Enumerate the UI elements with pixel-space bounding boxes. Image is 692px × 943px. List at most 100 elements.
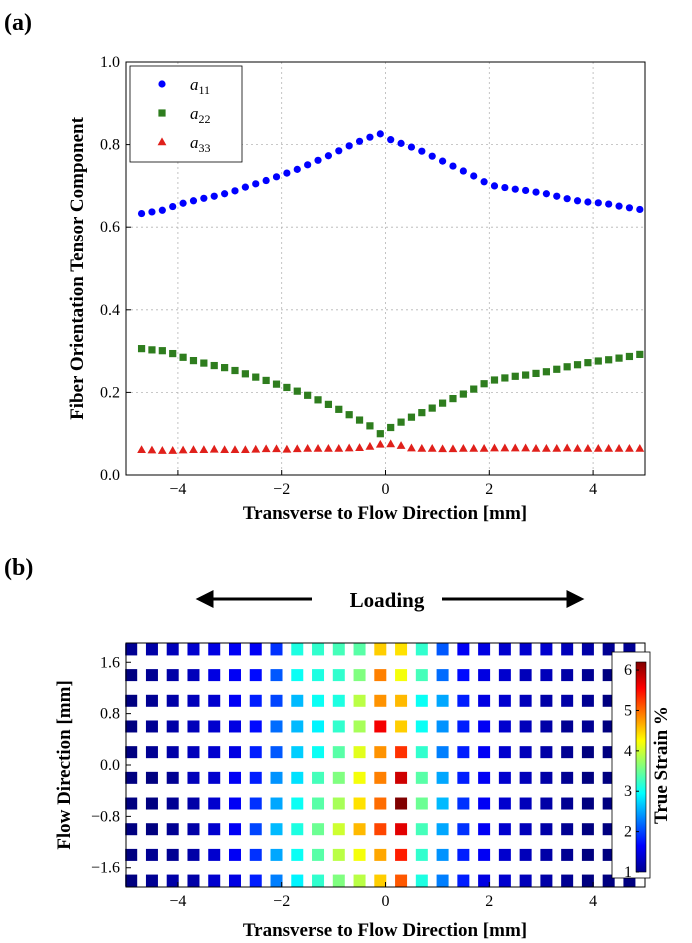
data-point-a11 [615,202,623,210]
data-point-a22 [407,413,416,421]
data-point-a11 [573,197,582,205]
strain-cell [166,720,179,733]
y-tick-label: 1.0 [100,54,120,71]
data-point-a11 [594,199,602,207]
data-point-a22 [189,356,198,365]
data-point-a33 [593,443,603,452]
data-point-a33 [282,444,292,453]
strain-cell [270,720,283,733]
strain-cell [457,848,470,861]
strain-cell [291,720,304,733]
strain-cell [415,771,428,784]
strain-cell [353,643,366,656]
strain-cell [498,669,511,682]
data-point-a22 [397,418,405,426]
strain-cell [561,797,574,810]
strain-cell [457,643,470,656]
strain-cell [145,720,158,733]
y-tick-label: −1.6 [91,860,120,877]
strain-cell [436,874,449,887]
strain-cell [270,848,283,861]
strain-cell [208,746,221,759]
data-point-a11 [252,180,260,188]
strain-cell [332,823,345,836]
data-point-a33 [614,443,624,452]
x-tick-label: 0 [382,893,390,910]
strain-cell [498,746,511,759]
strain-cell [457,874,470,887]
strain-cell [415,720,428,733]
strain-cell [125,746,138,759]
strain-cell [208,797,221,810]
data-point-a11 [625,204,634,212]
data-point-a33 [199,445,209,454]
y-axis-label: Fiber Orientation Tensor Component [67,116,88,419]
data-point-a11 [241,183,249,191]
strain-cell [478,797,491,810]
strain-cell [312,643,325,656]
data-point-a33 [521,443,531,452]
y-tick-label: 0.8 [100,137,120,154]
strain-cell [561,823,574,836]
x-axis-label: Transverse to Flow Direction [mm] [243,920,527,941]
y-axis-label: Flow Direction [mm] [54,680,75,850]
data-point-a33 [396,441,406,449]
strain-cell [415,746,428,759]
strain-cell [395,874,408,887]
strain-cell [374,823,387,836]
colorbar: 1 2 3 4 5 6 [611,651,651,881]
data-point-a11 [428,152,436,160]
strain-cell [228,720,241,733]
strain-cell [291,643,304,656]
data-point-a22 [428,404,436,412]
x-tick-label: 0 [382,481,390,498]
strain-cell [208,874,221,887]
data-point-a33 [583,443,593,452]
data-point-a33 [510,443,520,452]
strain-cell [581,771,594,784]
strain-cell [249,874,262,887]
data-point-a11 [283,169,291,177]
data-point-a22 [563,363,571,371]
strain-cell [125,848,138,861]
strain-cell [498,874,511,887]
strain-cell [415,669,428,682]
strain-cell [249,669,262,682]
data-point-a33 [417,443,427,452]
data-point-a33 [479,443,489,452]
data-point-a33 [375,439,385,448]
data-point-a11 [335,147,343,155]
strain-cell [187,771,200,784]
strain-cell [270,669,283,682]
data-point-a33 [355,443,364,451]
strain-cell [145,669,158,682]
data-point-a33 [552,443,562,452]
legend-marker [158,109,166,117]
strain-cell [581,823,594,836]
data-point-a22 [335,405,343,413]
data-point-a22 [584,359,592,367]
strain-cell [291,797,304,810]
strain-cell [249,823,262,836]
strain-cell [125,720,138,733]
data-point-a22 [594,357,602,365]
strain-cell [166,694,179,707]
strain-cell [249,771,262,784]
strain-cell [519,797,532,810]
strain-cell [498,848,511,861]
strain-cell [145,848,158,861]
data-point-a22 [148,346,156,354]
strain-cell [270,874,283,887]
data-point-a33 [344,443,354,452]
strain-cell [561,643,574,656]
strain-cell [415,797,428,810]
data-point-a22 [200,359,208,367]
strain-cell [332,643,345,656]
axis-ticks: −4 −2 0 2 4 −1.6 −0.8 0.0 0.8 1.6 [91,654,597,910]
strain-cell [145,874,158,887]
strain-cell [395,848,408,861]
strain-cell [395,720,408,733]
data-point-a22 [532,369,540,378]
y-tick-label: 0.8 [100,706,120,723]
data-point-a11 [355,137,364,145]
